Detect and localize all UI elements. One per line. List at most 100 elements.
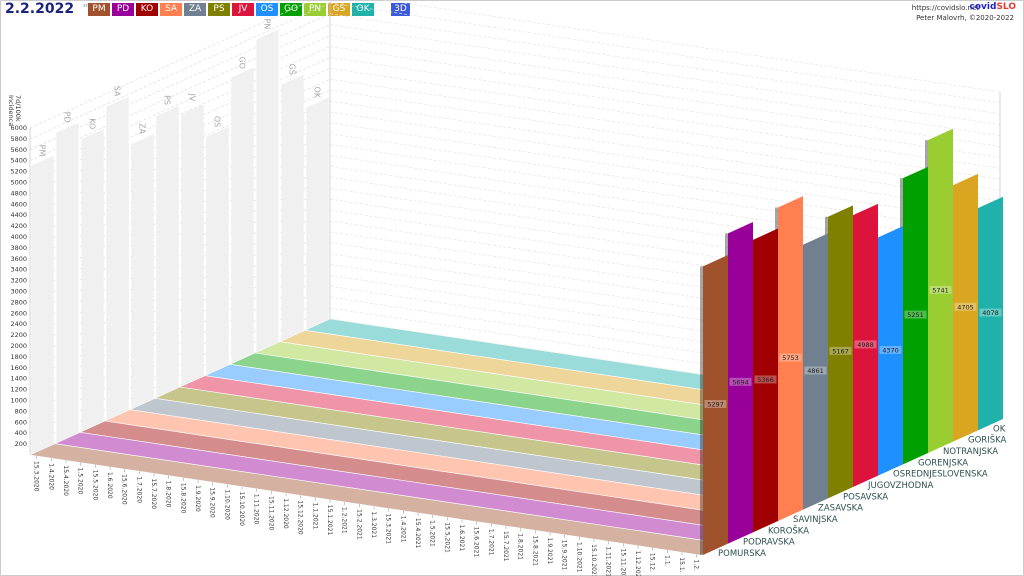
back-wall-gridline (329, 111, 1001, 213)
y-tick-label: 2200 (10, 331, 27, 339)
value-label: 4861 (807, 367, 824, 375)
x-tick-label: 15.10.2021 (590, 544, 597, 576)
value-label: 4988 (857, 341, 874, 349)
wall-region-label: PN (263, 18, 272, 29)
x-tick-label: 15.2.2021 (355, 509, 362, 540)
wall-shadow-bar (256, 29, 279, 353)
back-wall-gridline (329, 285, 1001, 387)
wall-region-label: SA (113, 86, 122, 97)
back-wall-gridline (329, 209, 1001, 311)
bar-pd (728, 222, 753, 544)
legend-jv[interactable]: JV (232, 3, 254, 16)
value-label-bg (929, 285, 952, 294)
wall-region-label: PM (38, 145, 47, 157)
legend-ps[interactable]: PS (208, 3, 230, 16)
back-wall-gridline (329, 155, 1001, 256)
value-label-bg (704, 399, 727, 408)
y-tick-label: 2800 (10, 298, 27, 306)
value-label-bg (979, 308, 1002, 317)
bar-ps (828, 205, 853, 499)
x-tick-label: 15.8.2021 (531, 535, 538, 566)
wall-region-label: OS (213, 116, 222, 127)
back-wall-gridline (329, 307, 1001, 409)
legend-pm[interactable]: PM (88, 3, 110, 16)
back-wall-gridline (329, 253, 1001, 354)
site-url[interactable]: https://covidslo.net (911, 4, 979, 12)
y-tick-label: 6000 (10, 124, 27, 132)
x-tick-label: 15.3.2020 (33, 461, 40, 492)
wall-shadow-bar (156, 105, 179, 398)
x-tick-label: 1.2.2021 (341, 507, 348, 534)
wall-region-label: JV (188, 92, 197, 101)
wall-shadow-bar (206, 126, 229, 376)
legend-za[interactable]: ZA (184, 3, 206, 16)
wall-region-label: KO (88, 118, 97, 129)
y-tick-label: 2400 (10, 320, 27, 328)
y-tick-label: 2000 (10, 342, 27, 350)
legend-sa[interactable]: SA (160, 3, 182, 16)
region-label: POMURSKA (718, 549, 766, 559)
x-tick-label: 1.4.2021 (399, 516, 406, 543)
legend-ok[interactable]: OK (352, 3, 374, 16)
x-tick-label: 15.4.2021 (414, 518, 421, 549)
value-label-bg (754, 375, 777, 384)
value-label: 4705 (957, 303, 974, 311)
wall-region-label: ZA (138, 123, 147, 134)
region-label: OSREDNJESLOVENSKA (893, 470, 988, 480)
value-label: 5251 (907, 311, 924, 319)
region-label: ZASAVSKA (818, 504, 863, 514)
x-tick-label: 1.1. (663, 555, 670, 567)
back-wall-gridline (329, 176, 1001, 278)
x-tick-label: 1.10.2021 (575, 542, 582, 573)
x-tick-label: 1.11.2021 (605, 546, 612, 576)
y-tick-label: 200 (15, 440, 27, 448)
x-tick-label: 1.12.2021 (634, 551, 641, 576)
wall-region-label: GO (238, 56, 247, 69)
back-wall-gridline (329, 122, 1001, 224)
x-tick-label: 1.5.2021 (429, 520, 436, 547)
brand-part-b: SLO (996, 2, 1016, 12)
x-tick-label: 15.12.2020 (297, 500, 304, 535)
value-label: 4078 (982, 309, 999, 317)
x-tick-label: 1.6.2021 (458, 524, 465, 551)
legend-os[interactable]: OS (256, 3, 278, 16)
y-tick-label: 5200 (10, 168, 27, 176)
y-tick-label: 2600 (10, 309, 27, 317)
bar-os (878, 226, 903, 476)
back-wall-gridline (329, 166, 1001, 267)
y-tick-label: 5600 (10, 146, 27, 154)
y-tick-label: 3800 (10, 244, 27, 252)
x-tick-label: 15.12. (649, 553, 656, 572)
value-label-bg (854, 340, 877, 349)
y-axis-label: Incidenca (7, 95, 15, 126)
y-tick-label: 5400 (10, 157, 27, 165)
legend-pd[interactable]: PD (112, 3, 134, 16)
wall-shadow-bar (56, 122, 79, 444)
legend-pn[interactable]: PN (304, 3, 326, 16)
x-tick-label: 15.7.2021 (502, 531, 509, 562)
region-label: KOROŠKA (768, 524, 809, 536)
wall-region-label: PD (63, 112, 72, 123)
wall-shadow-bar (106, 96, 129, 421)
y-tick-label: 5800 (10, 135, 27, 143)
y-tick-label: 5000 (10, 179, 27, 187)
x-tick-label: 15.1.2021 (326, 505, 333, 536)
region-label: NOTRANJSKA (943, 447, 998, 457)
bar-pn (928, 128, 953, 453)
y-axis-label: 7d/100k (14, 95, 22, 122)
bar-za (803, 233, 828, 510)
back-wall-gridline (329, 100, 1001, 202)
wall-region-label: OK (313, 86, 322, 98)
legend-ko[interactable]: KO (136, 3, 158, 16)
y-tick-label: 3600 (10, 255, 27, 263)
x-tick-label: 15.7.2020 (150, 479, 157, 510)
legend-gš[interactable]: GŠ (328, 3, 350, 16)
x-tick-label: 1.4.2020 (47, 463, 54, 490)
x-tick-label: 1.8.2021 (517, 533, 524, 560)
y-tick-label: 1400 (10, 375, 27, 383)
x-tick-label: 1.8.2020 (165, 481, 172, 508)
x-tick-label: 15.11.2020 (267, 496, 274, 531)
wall-region-label: GŠ (288, 64, 299, 75)
y-tick-label: 1600 (10, 364, 27, 372)
x-tick-label: 1.5.2020 (77, 468, 84, 495)
